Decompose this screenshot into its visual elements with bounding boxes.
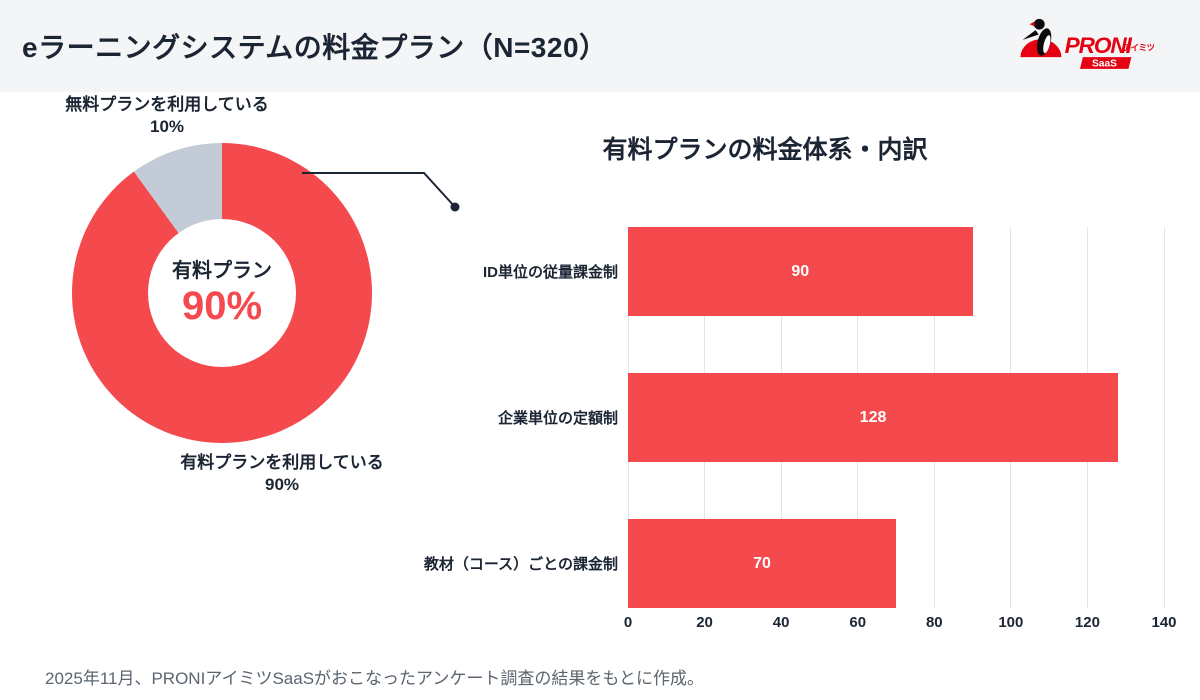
bar-chart-title: 有料プランの料金体系・内訳 — [602, 136, 928, 164]
logo-kana-text: アイミツ — [1123, 43, 1154, 53]
donut-chart: 有料プラン 90% — [72, 143, 372, 443]
logo-saas-badge: ​ — [1079, 57, 1132, 70]
callout-line — [302, 172, 460, 212]
donut-label-free-plan: 無料プランを利用している 10% — [37, 94, 297, 138]
category-label-0: ID単位の従量課金制 — [482, 264, 618, 281]
x-axis-tick-0: 0 — [623, 614, 633, 631]
category-label-2: 教材（コース）ごとの課金制 — [423, 556, 618, 573]
donut-center-label: 有料プラン — [172, 260, 272, 282]
paid-plan-label: 有料プランを利用している — [180, 453, 384, 472]
penguin-icon — [1022, 18, 1052, 56]
x-axis-tick-20: 20 — [696, 614, 713, 631]
x-axis-tick-80: 80 — [925, 614, 943, 631]
bar-value-label: 128 — [859, 408, 887, 426]
bar-2: 70 — [628, 519, 896, 608]
donut-center-value: 90% — [181, 284, 263, 328]
paid-plan-percent: 90% — [264, 475, 300, 494]
page-title: eラーニングシステムの料金プラン（N=320） — [22, 32, 608, 63]
header: eラーニングシステムの料金プラン（N=320） PRONI アイミツ ​ Saa… — [0, 0, 1200, 92]
callout-dot-icon — [450, 202, 460, 212]
logo-badge-text: SaaS — [1092, 58, 1117, 69]
bar-0: 90 — [628, 227, 973, 316]
x-axis-tick-100: 100 — [998, 614, 1024, 631]
x-axis-tick-40: 40 — [772, 614, 790, 631]
x-axis-tick-60: 60 — [849, 614, 867, 631]
donut-label-paid-plan: 有料プランを利用している 90% — [152, 452, 412, 496]
x-axis-tick-140: 140 — [1151, 614, 1177, 631]
bar-1: 128 — [628, 373, 1119, 462]
free-plan-label: 無料プランを利用している — [65, 95, 269, 114]
source-note: 2025年11月、PRONIアイミツSaaSがおこなったアンケート調査の結果をも… — [45, 669, 705, 688]
bar-value-label: 70 — [753, 554, 771, 572]
free-plan-percent: 10% — [149, 117, 185, 136]
donut-center: 有料プラン 90% — [148, 219, 296, 367]
x-axis-tick-120: 120 — [1074, 614, 1100, 631]
category-label-1: 企業単位の定額制 — [497, 410, 618, 427]
bar-chart-plot: 0 20 40 60 80 100 120 140 90 ID単位の従量課金制 128 企業単位の定額… — [424, 227, 1177, 631]
bar-value-label: 90 — [791, 262, 810, 280]
proni-saas-logo: PRONI アイミツ ​ SaaS — [1020, 18, 1154, 70]
logo-brand-text: PRONI — [1065, 33, 1133, 58]
gridline-x-140 — [1163, 227, 1165, 608]
